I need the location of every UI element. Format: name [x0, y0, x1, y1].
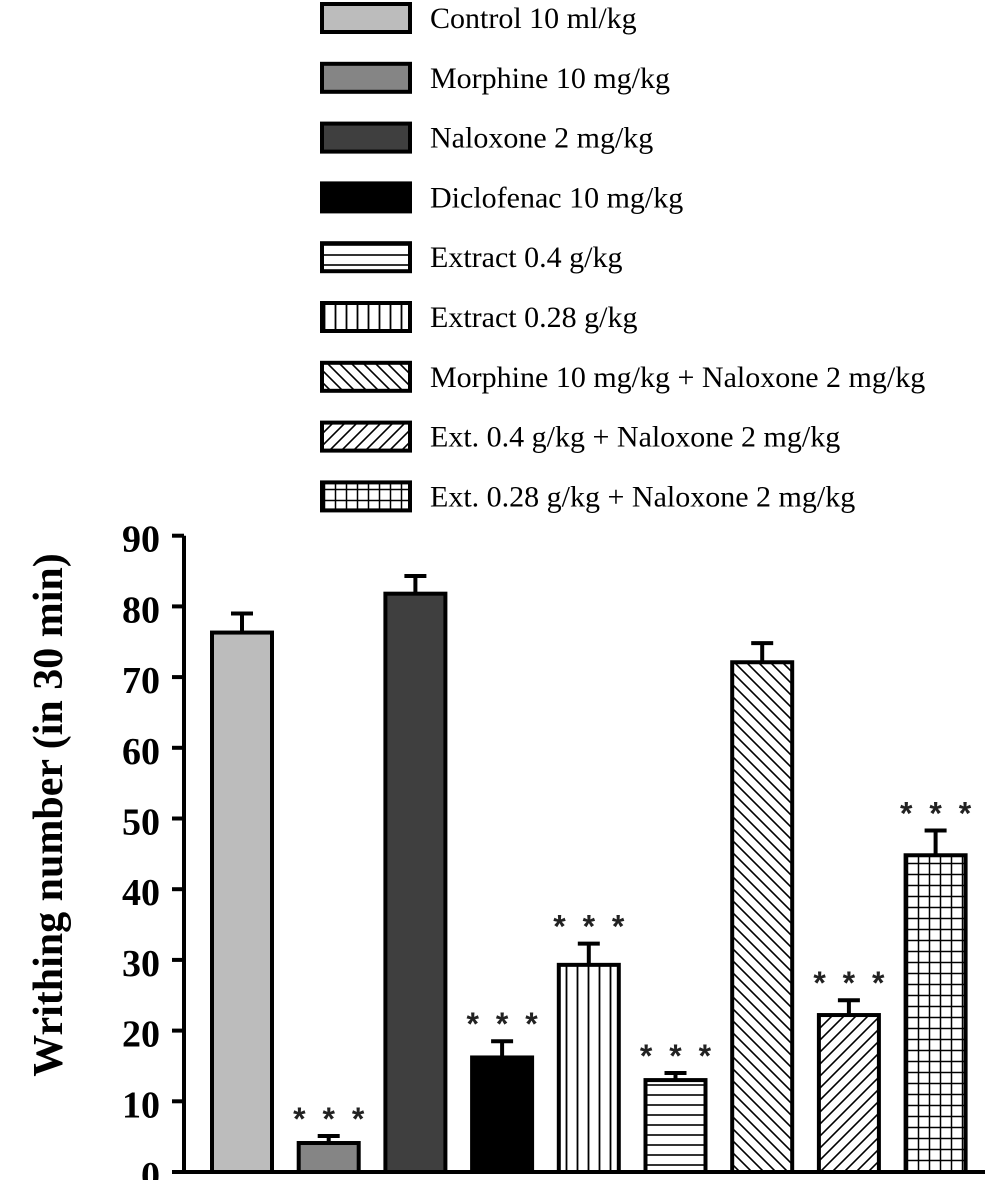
bar	[470, 1055, 535, 1174]
legend-label: Extract 0.28 g/kg	[430, 301, 637, 334]
y-tick-label: 40	[122, 872, 160, 914]
legend-swatch	[320, 360, 412, 393]
legend-label: Morphine 10 mg/kg + Naloxone 2 mg/kg	[430, 361, 925, 394]
y-tick-label: 10	[122, 1084, 160, 1126]
y-tick-label: 50	[122, 802, 160, 844]
legend-swatch	[320, 181, 412, 214]
legend-label: Extract 0.4 g/kg	[430, 241, 622, 274]
legend-label: Control 10 ml/kg	[430, 2, 637, 35]
bar	[643, 1078, 708, 1174]
bar	[556, 962, 621, 1174]
significance-label: * * *	[553, 909, 628, 945]
legend-swatch	[320, 2, 412, 34]
significance-label: * * *	[293, 1101, 368, 1137]
significance-label: * * *	[467, 1006, 542, 1042]
legend-swatch	[320, 61, 412, 94]
y-tick-label: 30	[122, 943, 160, 985]
legend-swatch	[320, 121, 412, 154]
legend-label: Naloxone 2 mg/kg	[430, 122, 653, 155]
legend-label: Ext. 0.28 g/kg + Naloxone 2 mg/kg	[430, 480, 855, 513]
bar	[730, 660, 795, 1174]
legend-label: Diclofenac 10 mg/kg	[430, 181, 683, 214]
significance-label: * * *	[813, 965, 888, 1001]
bars: * * * * * * * * * * * * * * * * * *	[210, 573, 975, 1175]
bar	[296, 1141, 361, 1174]
legend-label: Morphine 10 mg/kg	[430, 62, 670, 95]
bar	[903, 853, 968, 1174]
significance-label: * * *	[900, 796, 975, 832]
legend-label: Ext. 0.4 g/kg + Naloxone 2 mg/kg	[430, 421, 840, 454]
legend-swatch	[320, 420, 412, 453]
bar	[383, 591, 448, 1174]
y-tick-label: 80	[122, 589, 160, 631]
legend: Control 10 ml/kg Morphine 10 mg/kg Naloxon…	[320, 2, 925, 513]
y-axis-label: Writhing number (in 30 min)	[26, 553, 72, 1077]
significance-label: * * *	[640, 1038, 715, 1074]
bar	[816, 1013, 881, 1175]
legend-swatch	[320, 480, 412, 513]
legend-swatch	[320, 241, 412, 274]
legend-swatch	[320, 301, 412, 333]
y-tick-label: 70	[122, 660, 160, 702]
y-tick-label: 60	[122, 731, 160, 773]
y-tick-label: 90	[122, 519, 160, 561]
y-tick-label: 20	[122, 1014, 160, 1056]
bar	[210, 630, 274, 1174]
y-tick-label: 0	[141, 1155, 160, 1180]
